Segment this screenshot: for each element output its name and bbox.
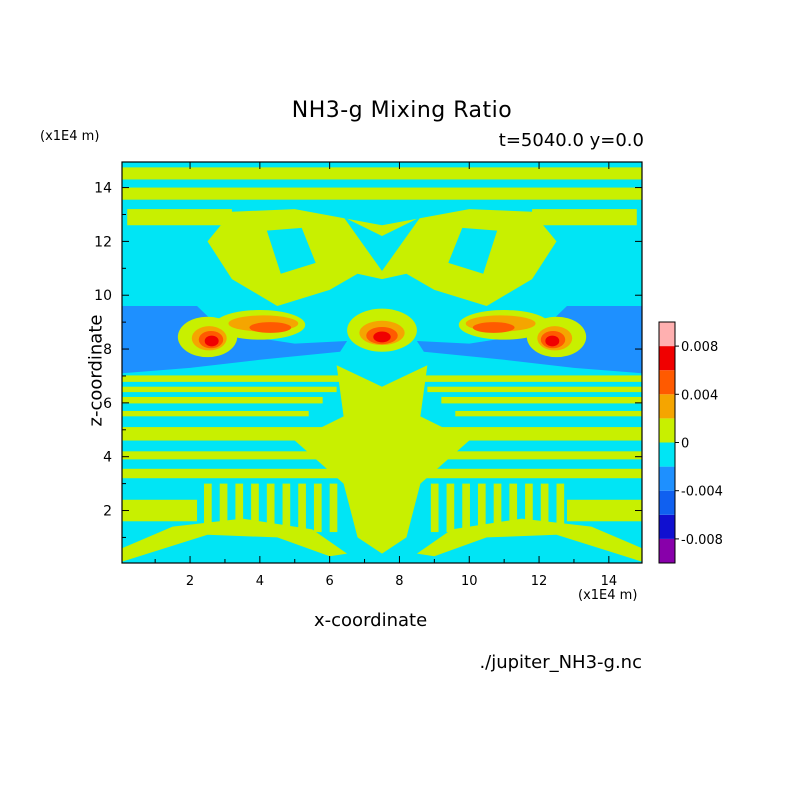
contour-region <box>472 322 515 333</box>
contour-region <box>235 483 244 533</box>
contour-region <box>448 227 498 274</box>
colorbar-segment <box>659 466 675 491</box>
contour-region <box>446 483 455 533</box>
contour-region <box>122 187 642 200</box>
chart-subtitle: t=5040.0 y=0.0 <box>498 130 644 151</box>
colorbar-segment <box>659 418 675 443</box>
contour-region <box>204 483 212 533</box>
contour-region <box>122 375 351 382</box>
colorbar-segment <box>659 370 675 395</box>
contour-region <box>266 483 275 533</box>
contour-region <box>455 410 642 417</box>
colorbar-segment <box>659 394 675 419</box>
colorbar-segment <box>659 346 675 371</box>
contour-region <box>441 396 642 404</box>
y-tick-label: 8 <box>103 342 112 358</box>
x-tick-label: 14 <box>601 574 618 589</box>
y-tick-label: 10 <box>94 288 112 304</box>
y-tick-label: 14 <box>94 181 112 197</box>
contour-region <box>294 365 470 554</box>
contour-region <box>343 217 421 271</box>
colorbar: 0.008 0.004 0 -0.004 -0.008 <box>658 321 723 564</box>
contour-region <box>430 483 439 533</box>
chart-title: NH3-g Mixing Ratio <box>291 98 513 123</box>
z-unit-label: (x1E4 m) <box>40 129 100 144</box>
contour-region <box>204 335 219 347</box>
contour-region <box>122 451 642 460</box>
colorbar-tick-label: -0.004 <box>681 485 723 500</box>
x-tick-label: 8 <box>395 574 403 589</box>
x-axis: 2 4 6 8 10 12 14 <box>154 162 618 589</box>
colorbar-tick-label: -0.008 <box>681 533 723 548</box>
colorbar-segment <box>659 514 675 539</box>
contour-region <box>329 483 338 533</box>
contour-region <box>127 209 232 226</box>
contour-region <box>251 483 259 533</box>
x-unit-label: (x1E4 m) <box>578 588 638 603</box>
contour-region <box>416 518 642 562</box>
x-axis-label: x-coordinate <box>314 610 428 631</box>
contour-region <box>493 483 502 533</box>
contour-region <box>122 499 198 522</box>
contour-region <box>122 396 323 404</box>
contour-region <box>219 483 228 533</box>
contour-region <box>556 483 565 533</box>
contour-region <box>462 483 470 533</box>
y-tick-label: 6 <box>103 396 112 412</box>
contour-region <box>313 483 322 533</box>
x-tick-label: 4 <box>256 574 264 589</box>
contour-region <box>373 331 391 343</box>
contour-region <box>427 386 642 393</box>
contour-field <box>122 162 642 563</box>
colorbar-segment <box>659 322 675 347</box>
contour-region <box>122 518 348 562</box>
x-tick-label: 10 <box>461 574 478 589</box>
contour-region <box>282 483 291 533</box>
y-tick-label: 12 <box>94 234 112 250</box>
colorbar-tick-label: 0 <box>681 437 689 452</box>
contour-region <box>566 499 642 522</box>
contour-region <box>532 209 637 226</box>
colorbar-segment <box>659 538 675 563</box>
source-filename: ./jupiter_NH3-g.nc <box>479 652 642 673</box>
y-axis: 2 4 6 8 10 12 14 <box>94 181 642 538</box>
contour-region <box>122 167 642 180</box>
colorbar-segment <box>659 490 675 515</box>
contour-region <box>509 483 518 533</box>
plot-frame <box>121 161 643 564</box>
contour-region <box>266 227 316 274</box>
contour-region <box>122 427 642 441</box>
contour-region <box>122 410 309 417</box>
contour-region <box>122 468 642 479</box>
y-tick-label: 2 <box>103 504 112 520</box>
contour-region <box>477 483 486 533</box>
contour-region <box>545 335 560 347</box>
contour-region <box>540 483 549 533</box>
x-tick-label: 6 <box>326 574 334 589</box>
x-tick-label: 12 <box>531 574 548 589</box>
contour-region <box>122 386 337 393</box>
y-tick-label: 4 <box>103 450 112 466</box>
contour-region <box>298 483 306 533</box>
colorbar-segment <box>659 442 675 467</box>
colorbar-tick-label: 0.004 <box>681 388 718 403</box>
x-tick-label: 2 <box>186 574 194 589</box>
contour-region <box>249 322 292 333</box>
contour-region <box>413 375 642 382</box>
contour-region <box>525 483 533 533</box>
y-axis-label: z-coordinate <box>85 314 107 427</box>
colorbar-tick-label: 0.008 <box>681 340 718 355</box>
